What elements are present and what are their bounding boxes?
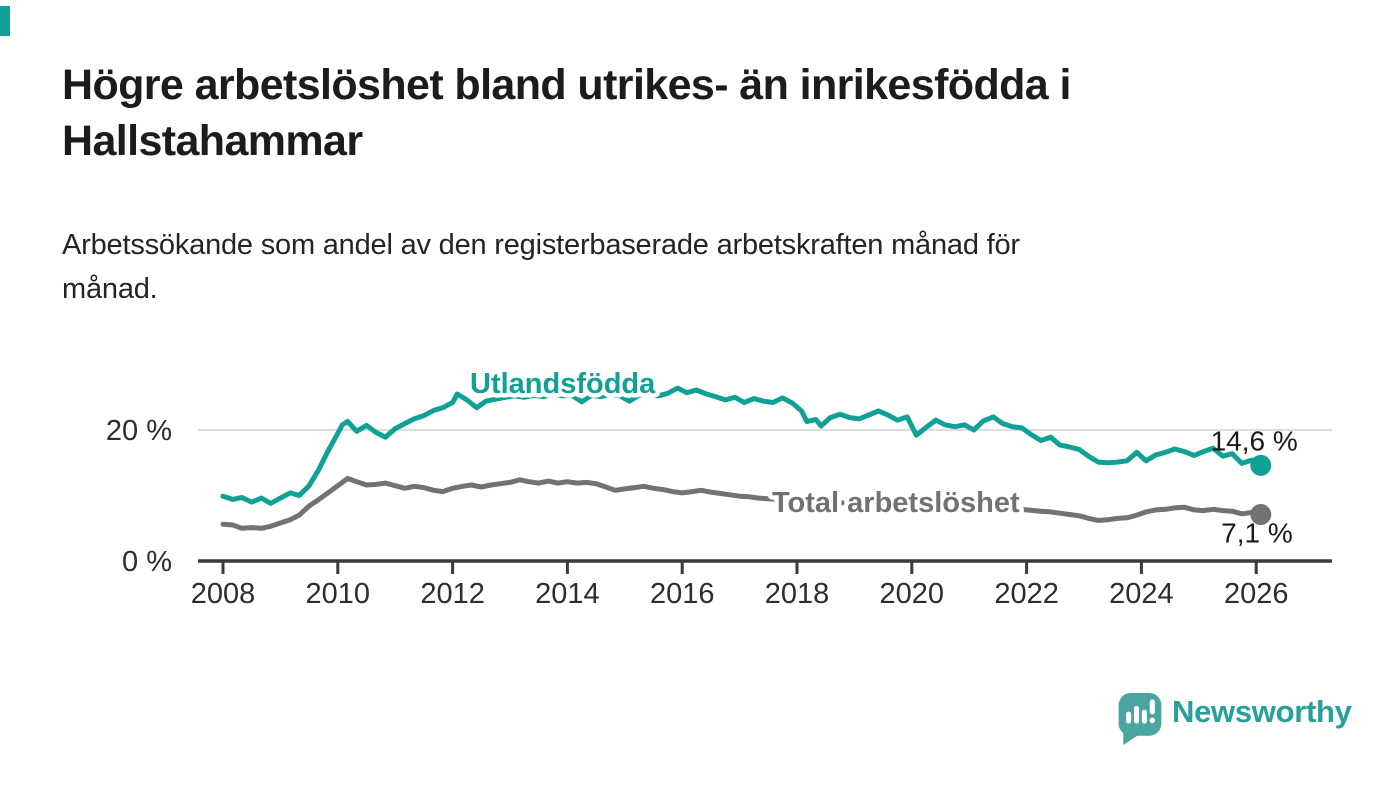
y-tick-label: 20 % bbox=[106, 415, 172, 447]
x-tick-label: 2012 bbox=[420, 578, 485, 610]
x-tick-label: 2014 bbox=[535, 578, 600, 610]
x-tick-label: 2016 bbox=[650, 578, 715, 610]
series-label-total: Total arbetslöshet bbox=[772, 487, 1020, 519]
series-end-value: 14,6 % bbox=[1211, 425, 1298, 456]
x-tick-label: 2026 bbox=[1224, 578, 1289, 610]
series-line-utlandsfodda bbox=[220, 385, 1264, 506]
series-end-dot bbox=[1250, 454, 1272, 476]
x-tick-label: 2022 bbox=[994, 578, 1059, 610]
x-tick-label: 2024 bbox=[1109, 578, 1174, 610]
x-tick-label: 2018 bbox=[765, 578, 830, 610]
x-tick-label: 2008 bbox=[191, 578, 256, 610]
x-tick-label: 2020 bbox=[880, 578, 945, 610]
accent-mark bbox=[0, 6, 10, 36]
brand-name: Newsworthy bbox=[1172, 694, 1352, 729]
newsworthy-logo-icon bbox=[1118, 693, 1162, 745]
series-end-dot bbox=[1250, 503, 1272, 525]
page-subtitle: Arbetssökande som andel av den registerb… bbox=[62, 229, 1020, 305]
series-end-value: 7,1 % bbox=[1221, 517, 1293, 548]
series-line-total bbox=[220, 476, 1264, 531]
x-tick-label: 2010 bbox=[306, 578, 371, 610]
series-label-utlandsfodda: Utlandsfödda bbox=[470, 368, 656, 400]
y-tick-label: 0 % bbox=[122, 546, 172, 578]
page-title: Högre arbetslöshet bland utrikes- än inr… bbox=[62, 61, 1071, 165]
